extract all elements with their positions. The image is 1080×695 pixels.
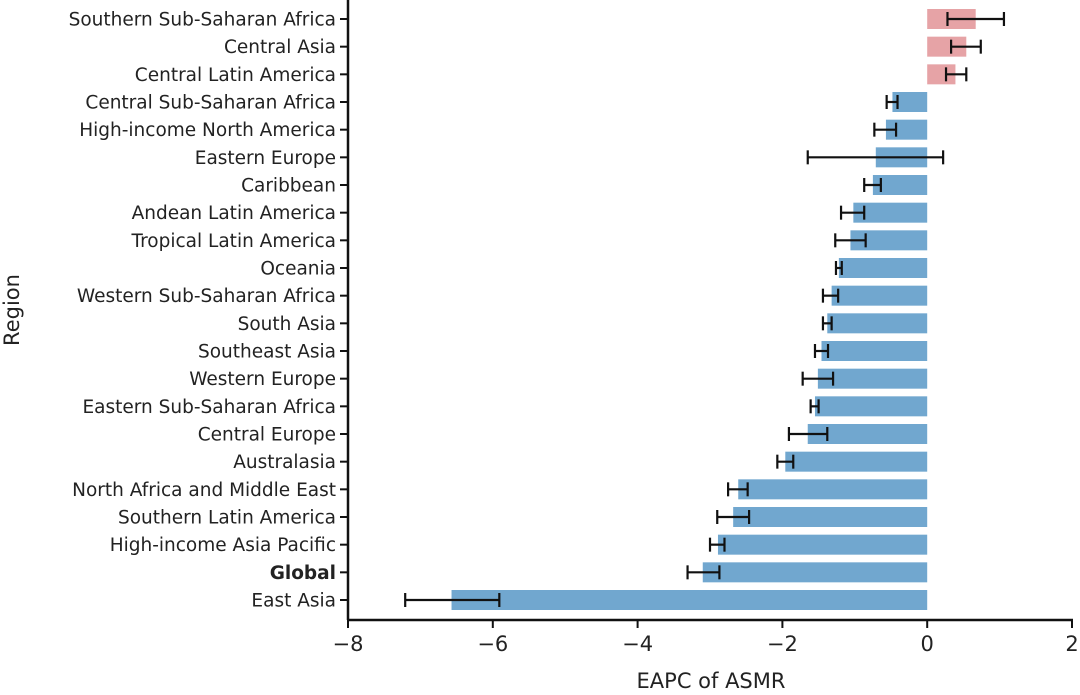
error-bars-layer (404, 12, 1006, 607)
bar (892, 92, 928, 112)
y-tick-label: Southeast Asia (198, 342, 336, 363)
y-tick-label: Western Sub-Saharan Africa (77, 286, 336, 307)
y-tick-label: South Asia (238, 314, 336, 335)
y-tick-label: Oceania (260, 259, 336, 280)
bar (831, 285, 928, 306)
error-bar (873, 122, 898, 137)
y-tick-label: Western Europe (189, 369, 336, 390)
error-bar (708, 537, 726, 552)
bars-layer (451, 9, 976, 610)
y-axis-title: Region (0, 274, 24, 346)
bar (872, 175, 928, 195)
bar (927, 64, 956, 85)
x-tick-label: −8 (333, 632, 364, 656)
error-bar (834, 261, 843, 275)
y-tick-label: Global (270, 563, 336, 584)
error-bar (726, 482, 749, 497)
error-bar (716, 510, 751, 524)
error-bar (787, 427, 829, 441)
error-bar (404, 593, 501, 607)
bar (814, 396, 928, 417)
y-tick-label: Eastern Sub-Saharan Africa (82, 397, 336, 418)
y-tick-label: Central Latin America (135, 65, 336, 86)
bar (850, 230, 928, 251)
bar (733, 507, 928, 527)
error-bar (863, 178, 882, 192)
y-tick-label: Caribbean (241, 176, 336, 197)
error-bar (834, 233, 867, 248)
x-axis-title: EAPC of ASMR (637, 669, 786, 693)
bar (838, 258, 928, 278)
y-tick-label: Southern Latin America (118, 508, 336, 529)
error-bar (946, 12, 1006, 26)
error-bar (776, 454, 795, 469)
x-tick-label: −4 (622, 632, 653, 656)
error-bar (821, 316, 833, 331)
x-tick-label: 0 (921, 632, 934, 656)
error-bar (949, 39, 982, 54)
bar (717, 534, 928, 555)
error-bar (806, 150, 945, 165)
error-bar (686, 565, 721, 580)
bar (853, 202, 928, 223)
error-bar (809, 399, 820, 414)
y-tick-label: Tropical Latin America (131, 231, 336, 252)
bar (451, 590, 928, 610)
bar (927, 36, 967, 57)
y-tick-label: North Africa and Middle East (72, 480, 336, 501)
y-tick-label: Central Sub-Saharan Africa (85, 93, 336, 114)
bar (817, 368, 928, 389)
x-tick-label: −6 (477, 632, 508, 656)
y-tick-labels: Southern Sub-Saharan Africa Central Asia C… (69, 10, 348, 612)
error-bar (885, 95, 899, 109)
x-ticks: −8 −6 −4 −2 0 2 (333, 620, 1079, 656)
x-tick-label: −2 (767, 632, 798, 656)
y-tick-label: High-income Asia Pacific (110, 535, 336, 556)
bar (827, 313, 928, 334)
bar (738, 479, 928, 500)
y-tick-label: Australasia (233, 452, 336, 473)
bar (821, 341, 928, 361)
error-bar (813, 344, 830, 358)
error-bar (839, 205, 866, 220)
bar (807, 424, 928, 444)
bar (785, 451, 928, 472)
error-bar (801, 371, 835, 386)
y-tick-label: East Asia (251, 591, 336, 612)
y-tick-label: Central Asia (224, 37, 336, 58)
x-tick-label: 2 (1065, 632, 1078, 656)
y-tick-label: Central Europe (198, 425, 336, 446)
y-tick-label: Southern Sub-Saharan Africa (69, 10, 336, 31)
y-tick-label: High-income North America (79, 120, 336, 141)
y-tick-label: Eastern Europe (195, 148, 336, 169)
y-tick-label: Andean Latin America (132, 203, 336, 224)
error-bar (821, 288, 840, 303)
error-bar (944, 67, 968, 82)
bar (702, 562, 928, 583)
